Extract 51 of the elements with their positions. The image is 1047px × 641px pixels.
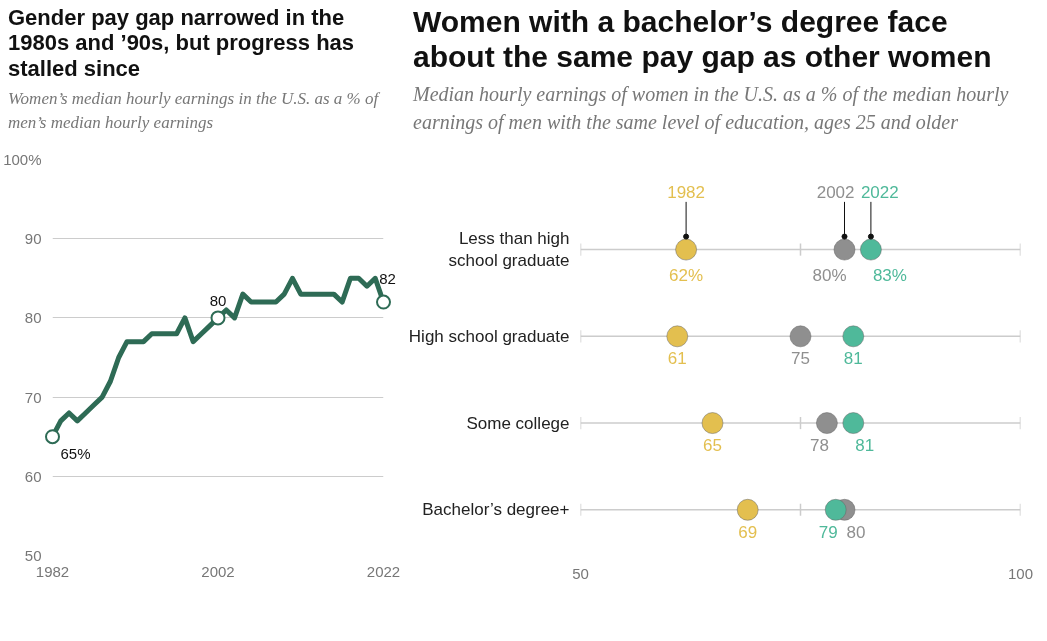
text: 1982 bbox=[667, 182, 706, 202]
x-tick-label: 2002 bbox=[201, 562, 235, 580]
y-tick-label: 70 bbox=[24, 389, 42, 407]
data-label: 61 bbox=[667, 349, 687, 369]
data-label: 83% bbox=[872, 265, 907, 285]
point bbox=[789, 325, 812, 348]
annotation: 65% bbox=[60, 445, 91, 463]
y-tick-label: High school graduate bbox=[408, 326, 570, 346]
text: 2022 bbox=[860, 182, 899, 202]
point bbox=[815, 412, 838, 435]
data-label: 69 bbox=[738, 522, 758, 542]
point bbox=[842, 412, 865, 435]
annotation: 82 bbox=[379, 270, 396, 288]
point bbox=[45, 429, 60, 445]
annotation: 80 bbox=[209, 292, 227, 310]
text: 2002 bbox=[816, 182, 855, 202]
data-label: 78 bbox=[809, 436, 829, 456]
data-label: 65 bbox=[703, 436, 722, 456]
y-tick-label: Bachelor’s degree+ bbox=[422, 500, 570, 520]
y-tick-label: Some college bbox=[466, 413, 570, 433]
y-tick-label: 60 bbox=[24, 468, 42, 486]
point bbox=[824, 498, 847, 521]
chart-subtitle: Median hourly earnings of women in the U.S. as a % of the median hourly earnings of men with the same level of education, ages 25 and older bbox=[413, 82, 1010, 136]
data-label: 80 bbox=[846, 522, 866, 542]
chart-subtitle: Women’s median hourly earnings in the U.S. as a % of men’s median hourly earnings bbox=[8, 87, 381, 134]
y-tick-label: 100% bbox=[3, 151, 42, 169]
point bbox=[859, 238, 882, 261]
x-tick-label: 50 bbox=[572, 564, 589, 582]
data-label: 81 bbox=[855, 436, 875, 456]
point bbox=[736, 498, 759, 521]
point bbox=[210, 310, 226, 326]
y-tick-label: 90 bbox=[24, 230, 42, 248]
x-tick-label: 2022 bbox=[366, 562, 401, 580]
data-label: 80% bbox=[812, 265, 847, 285]
chart-title: Gender pay gap narrowed in the 1980s and ’90s, but progress has stalled since bbox=[8, 5, 356, 81]
point bbox=[675, 238, 698, 261]
y-tick-label: 50 bbox=[24, 547, 42, 565]
data-label: 75 bbox=[791, 349, 810, 369]
point bbox=[701, 412, 724, 435]
y-tick-label: 80 bbox=[24, 309, 42, 327]
point bbox=[842, 325, 865, 348]
x-tick-label: 1982 bbox=[35, 562, 70, 580]
point bbox=[666, 325, 689, 348]
data-label: 79 bbox=[818, 522, 838, 542]
chart-title: Women with a bachelor’s degree face about the same pay gap as other women bbox=[413, 5, 993, 74]
point bbox=[376, 295, 391, 311]
point bbox=[833, 238, 856, 261]
data-label: 81 bbox=[843, 349, 863, 369]
x-tick-label: 100 bbox=[1007, 564, 1034, 582]
y-tick-label: Less than high school graduate bbox=[448, 228, 570, 271]
data-label: 62% bbox=[669, 265, 704, 285]
